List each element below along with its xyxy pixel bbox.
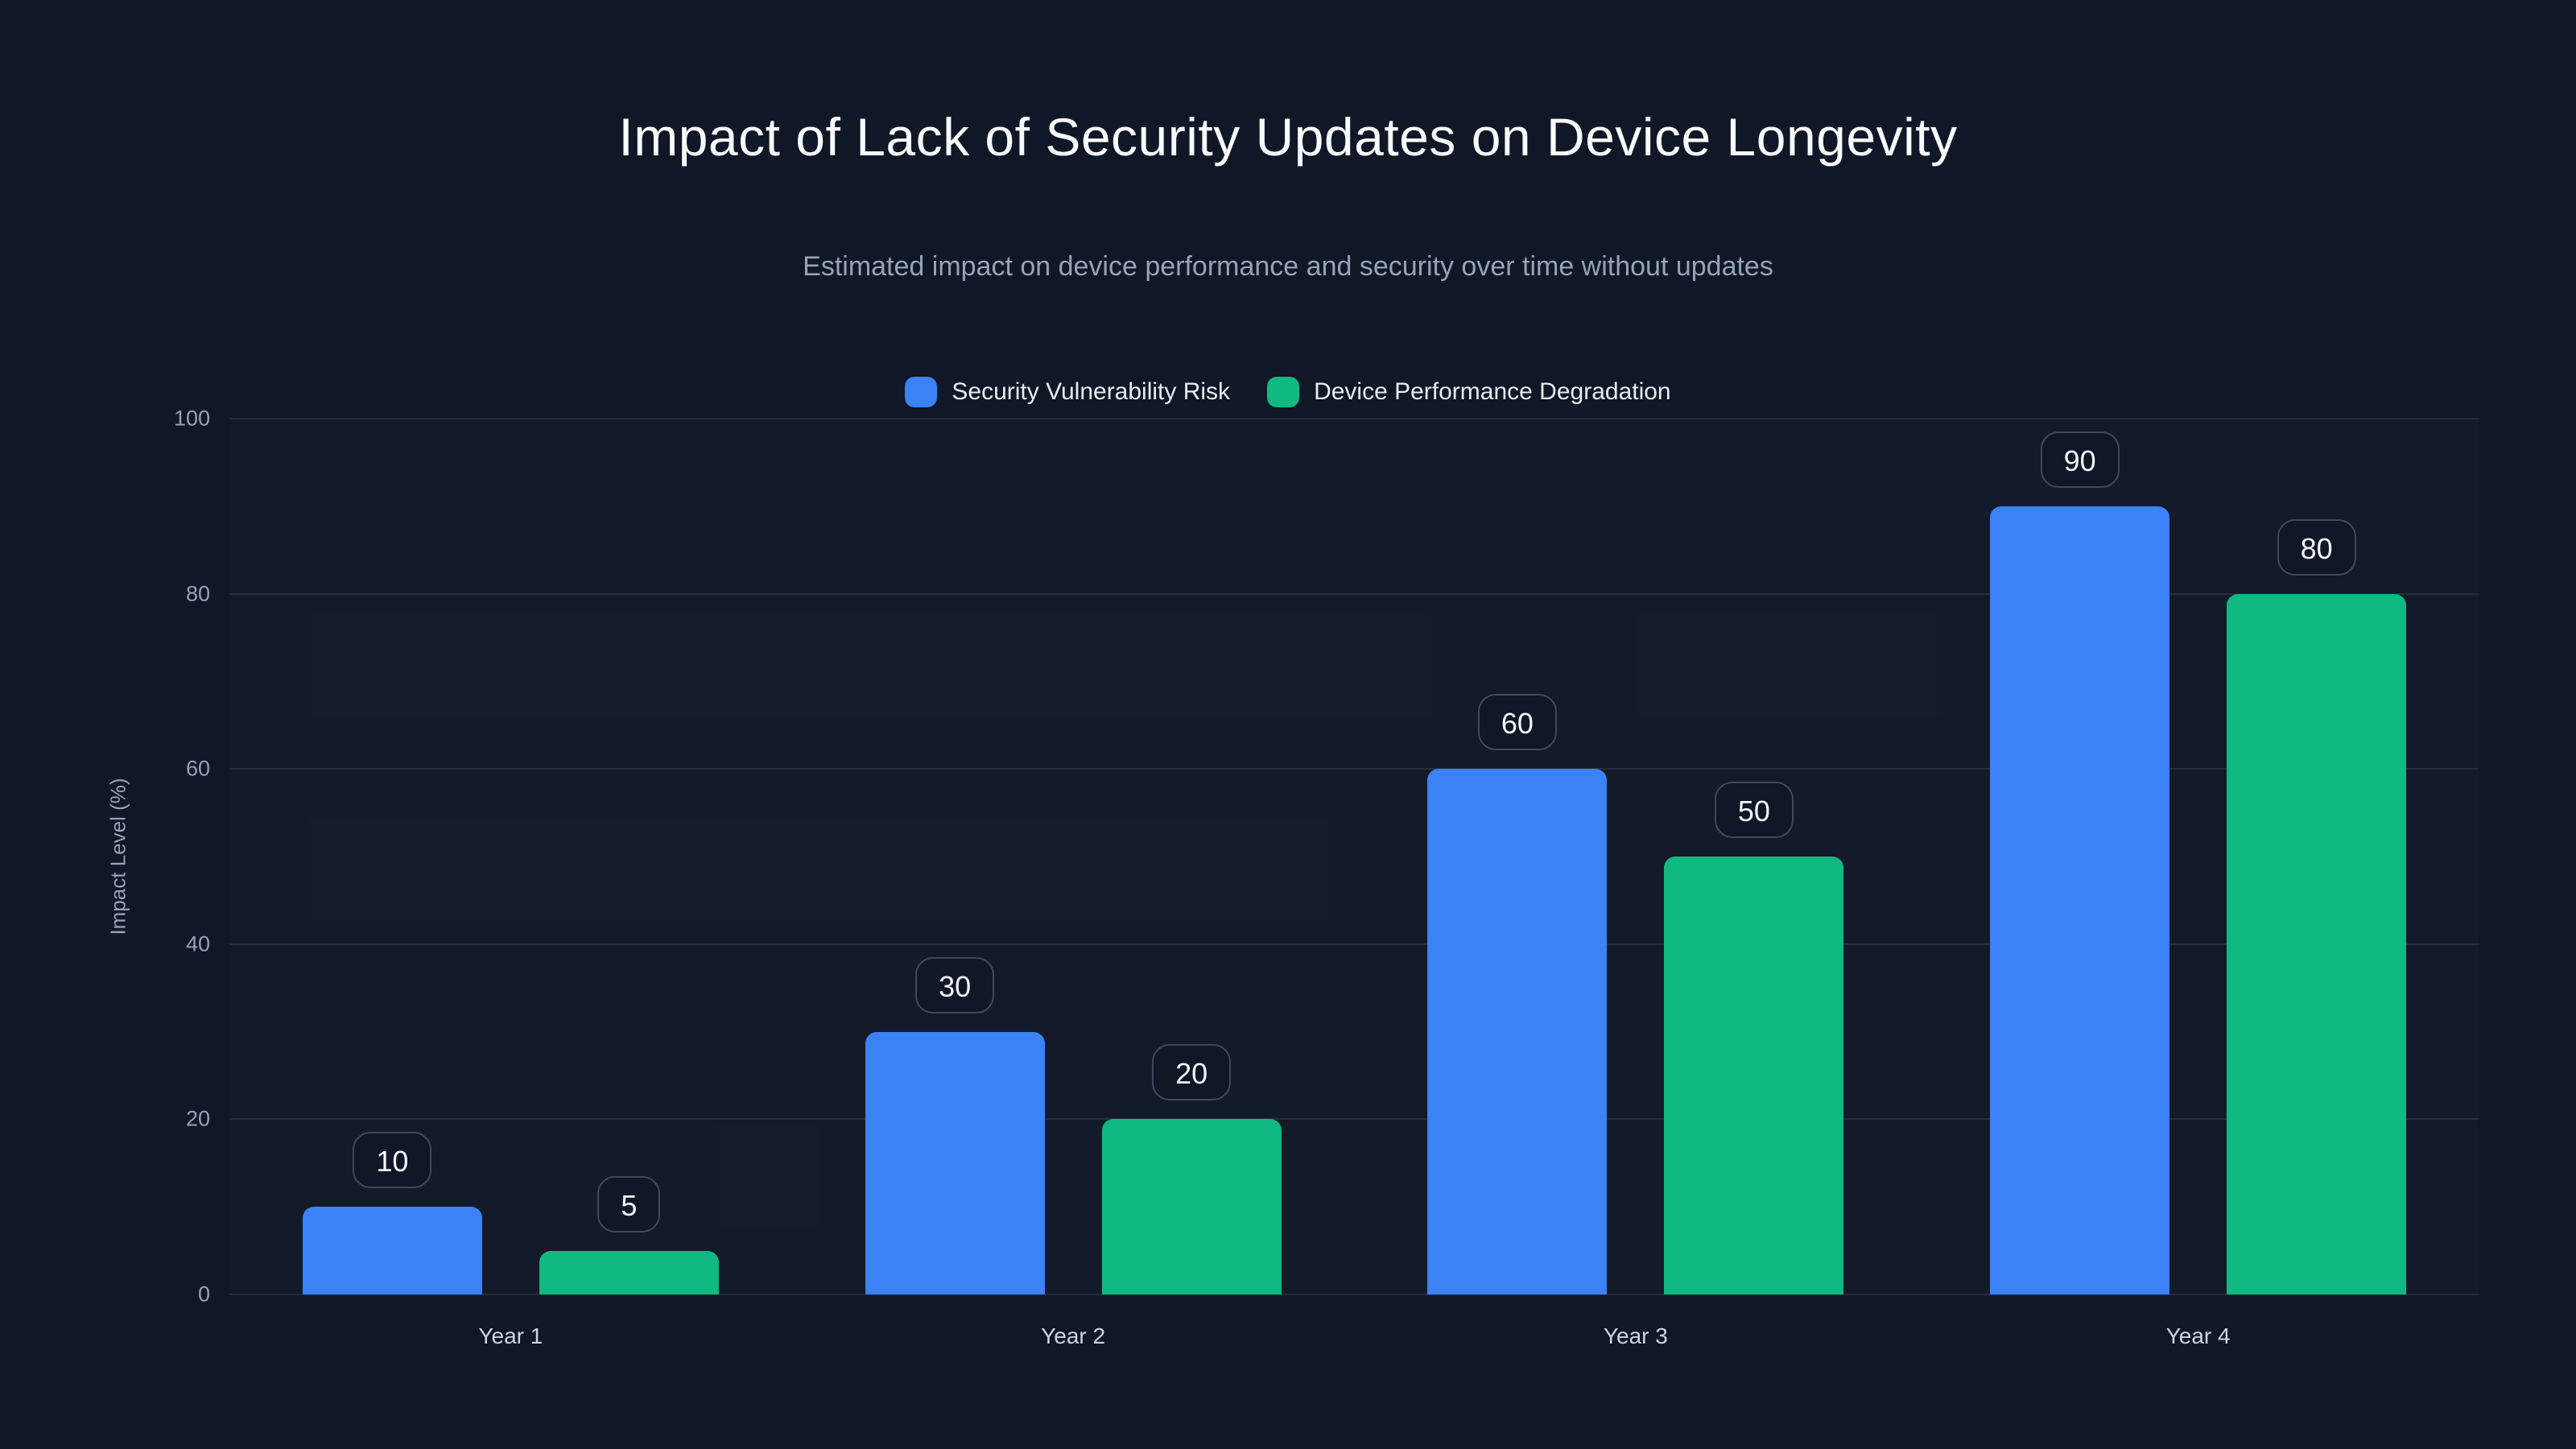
- bar-device-performance-degradation-year-4[interactable]: [2227, 593, 2407, 1294]
- gridline-y-20: [229, 1118, 2479, 1121]
- y-tick-label: 20: [185, 1106, 210, 1131]
- legend-swatch-icon: [1267, 377, 1300, 407]
- gridline-y-80: [229, 592, 2479, 595]
- chart-title: Impact of Lack of Security Updates on De…: [618, 107, 1958, 167]
- bar-security-vulnerability-risk-year-4[interactable]: [1990, 506, 2170, 1294]
- value-label: 60: [1477, 694, 1557, 751]
- legend-label: Security Vulnerability Risk: [952, 378, 1231, 405]
- bar-device-performance-degradation-year-1[interactable]: [539, 1250, 719, 1294]
- y-tick-label: 60: [185, 756, 210, 781]
- x-tick-label: Year 3: [1603, 1323, 1668, 1348]
- y-tick-label: 0: [197, 1282, 210, 1307]
- legend-item-device-performance-degradation[interactable]: Device Performance Degradation: [1267, 377, 1671, 407]
- value-label: 50: [1714, 782, 1794, 838]
- value-label: 20: [1152, 1044, 1232, 1101]
- y-axis-title: Impact Level (%): [105, 778, 130, 935]
- gridline-y-40: [229, 943, 2479, 945]
- y-tick-label: 40: [185, 931, 210, 956]
- gridline-y-60: [229, 768, 2479, 770]
- legend-item-security-vulnerability-risk[interactable]: Security Vulnerability Risk: [905, 377, 1230, 407]
- value-label: 30: [915, 956, 995, 1013]
- bar-security-vulnerability-risk-year-3[interactable]: [1427, 769, 1608, 1294]
- bar-security-vulnerability-risk-year-2[interactable]: [865, 1031, 1045, 1294]
- bar-device-performance-degradation-year-3[interactable]: [1664, 857, 1844, 1294]
- value-label: 5: [597, 1175, 661, 1232]
- x-tick-label: Year 1: [478, 1323, 543, 1348]
- x-tick-label: Year 2: [1041, 1323, 1106, 1348]
- chart-legend: Security Vulnerability Risk Device Perfor…: [0, 370, 2576, 414]
- gridline-y-0: [229, 1294, 2479, 1295]
- value-label: 90: [2040, 431, 2120, 488]
- gridline-y-100: [229, 418, 2479, 419]
- value-label: 10: [353, 1132, 432, 1189]
- legend-swatch-icon: [905, 377, 938, 407]
- value-label: 80: [2277, 518, 2356, 576]
- x-tick-label: Year 4: [2165, 1323, 2231, 1348]
- bar-security-vulnerability-risk-year-1[interactable]: [302, 1207, 482, 1294]
- chart-subtitle: Estimated impact on device performance a…: [803, 251, 1773, 282]
- y-tick-label: 100: [173, 406, 210, 431]
- legend-label: Device Performance Degradation: [1314, 378, 1671, 405]
- y-tick-label: 80: [185, 581, 210, 606]
- bar-device-performance-degradation-year-2[interactable]: [1101, 1119, 1282, 1294]
